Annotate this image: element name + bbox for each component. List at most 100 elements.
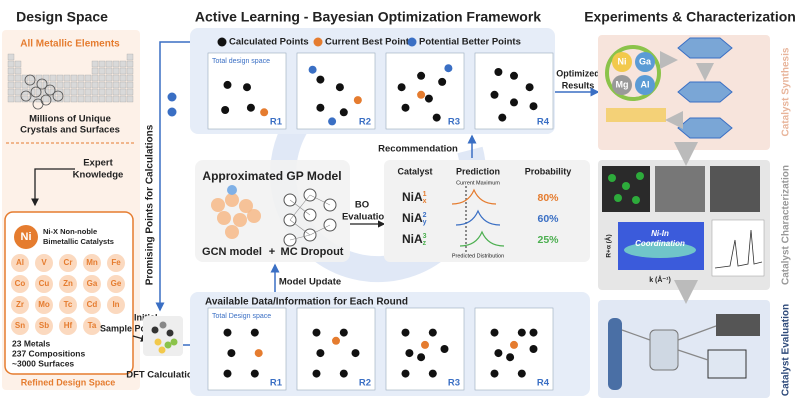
calculated-point <box>401 103 410 112</box>
label: Recommendation <box>378 144 458 155</box>
element-badge <box>11 275 29 293</box>
round-label: R3 <box>448 378 460 389</box>
arrow <box>31 168 75 207</box>
cycle-element: Al <box>641 79 650 89</box>
probability: 60% <box>537 213 559 225</box>
periodic-cell <box>112 88 120 96</box>
pipe <box>621 325 717 361</box>
catalyst-sup: 3 <box>423 233 427 240</box>
table-header: Prediction <box>456 166 500 176</box>
periodic-cell <box>14 74 22 82</box>
calculated-point <box>250 369 259 378</box>
periodic-cell <box>56 95 64 103</box>
periodic-cell <box>63 74 71 82</box>
element-badge <box>35 275 53 293</box>
cycle-element: Mg <box>616 79 629 89</box>
periodic-cell <box>70 95 78 103</box>
label: Millions of Unique <box>29 114 111 125</box>
periodic-cell <box>126 81 134 89</box>
label: Promising Points for Calculations <box>145 124 156 285</box>
analyzer <box>716 314 760 336</box>
periodic-cell <box>105 60 113 68</box>
legend-marker <box>217 37 227 47</box>
crystal-icon <box>20 90 32 102</box>
periodic-cell <box>126 95 134 103</box>
periodic-cell <box>42 88 50 96</box>
label: All Metallic Elements <box>20 39 120 50</box>
catalyst-base: Ni <box>402 232 414 246</box>
element-badge <box>107 275 125 293</box>
round-label: R2 <box>359 117 371 128</box>
round-label: R3 <box>448 117 460 128</box>
label: 23 Metals <box>12 338 51 348</box>
element-badge <box>59 296 77 314</box>
calculated-point <box>517 328 526 337</box>
label: Active Learning - Bayesian Optimization … <box>195 9 541 25</box>
element-symbol: Sn <box>15 321 25 330</box>
periodic-cell <box>28 88 36 96</box>
calculated-point <box>227 349 236 358</box>
best-point <box>417 90 426 99</box>
calculated-point <box>490 369 499 378</box>
element-badge <box>107 296 125 314</box>
periodic-cell <box>98 95 106 103</box>
element-badge <box>83 296 101 314</box>
catalyst-name: NiA2 y <box>402 211 427 226</box>
element-badge <box>35 317 53 335</box>
periodic-cell <box>28 74 36 82</box>
element-symbol: V <box>41 258 47 267</box>
element-badge <box>83 317 101 335</box>
periodic-cell <box>7 81 15 89</box>
element-badge <box>59 254 77 272</box>
periodic-cell <box>91 81 99 89</box>
catalyst-element: A <box>414 211 423 225</box>
periodic-cell <box>105 74 113 82</box>
periodic-cell <box>70 74 78 82</box>
periodic-cell <box>77 95 85 103</box>
periodic-cell <box>112 95 120 103</box>
calculated-point <box>312 328 321 337</box>
periodic-cell <box>119 81 127 89</box>
distribution-curve <box>459 230 505 247</box>
periodic-cell <box>112 74 120 82</box>
calculated-point <box>490 328 499 337</box>
stage-label: Catalyst Synthesis <box>781 47 792 136</box>
dft-atom <box>170 338 178 346</box>
potential-point <box>444 64 453 73</box>
element-symbol: Al <box>16 258 24 267</box>
element-badge <box>11 254 29 272</box>
crystal-icon <box>30 86 42 98</box>
calculated-point <box>351 349 360 358</box>
cycle-element: Ni <box>618 56 627 66</box>
periodic-cell <box>35 74 43 82</box>
round-box <box>474 307 554 391</box>
micrograph-spot <box>632 196 640 204</box>
crystal-icon <box>24 74 36 86</box>
periodic-cell <box>7 95 15 103</box>
element-badge <box>83 275 101 293</box>
calculated-point <box>510 98 518 107</box>
periodic-cell <box>70 88 78 96</box>
gcn-node <box>211 198 225 212</box>
best-point <box>510 340 518 349</box>
layered-structure <box>677 81 733 103</box>
catalyst-name: NiA1 x <box>402 190 427 205</box>
gcn-node <box>247 209 261 223</box>
periodic-cell <box>56 81 64 89</box>
calculated-point <box>440 345 449 353</box>
label: MC Dropout <box>281 246 344 258</box>
element-symbol: Zr <box>16 300 24 309</box>
calculated-point <box>316 349 325 358</box>
periodic-cell <box>91 67 99 75</box>
periodic-cell <box>84 88 92 96</box>
periodic-cell <box>70 81 78 89</box>
periodic-cell <box>56 88 64 96</box>
round-label: R1 <box>270 117 283 128</box>
micrograph-spot <box>636 172 644 180</box>
round-box <box>385 307 465 391</box>
cycle-ring <box>605 45 661 101</box>
periodic-cell <box>21 88 29 96</box>
periodic-cell <box>42 95 50 103</box>
element-ball <box>635 75 655 95</box>
